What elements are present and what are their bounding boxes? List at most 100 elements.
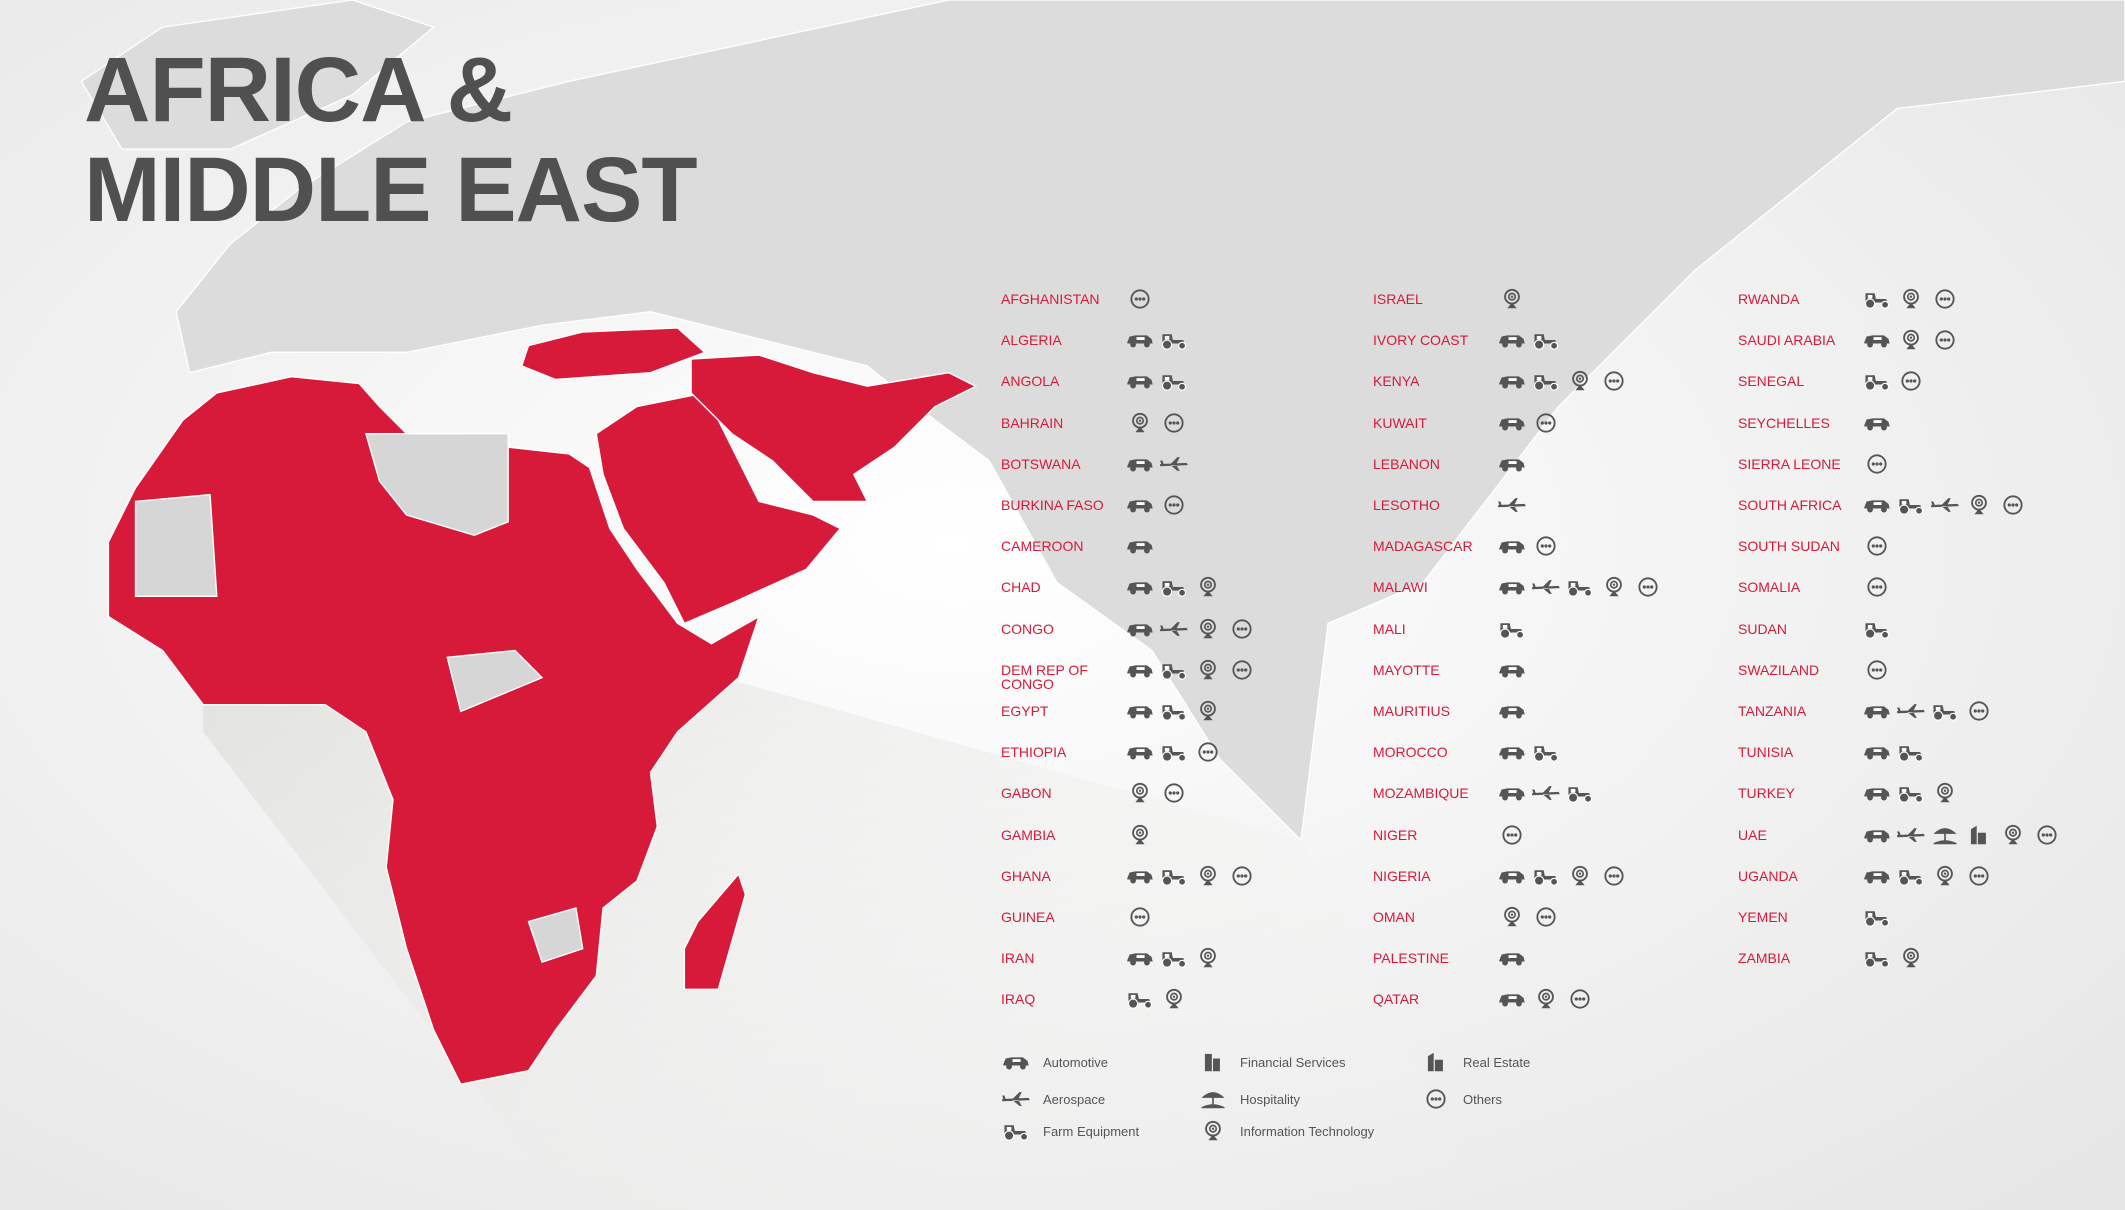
icon-shape xyxy=(1205,1120,1221,1142)
icon-shape xyxy=(2005,824,2021,845)
icon-shape xyxy=(1604,866,1624,886)
icon-shape xyxy=(1161,869,1187,886)
sector-icon: Information Technology xyxy=(1200,577,1216,598)
sector-icons: Automotive xyxy=(1499,706,1525,719)
sector-icons: Automotive Farm Equipment Information Tech… xyxy=(1127,947,1216,969)
legend-icon xyxy=(1427,1052,1443,1072)
icon-shape xyxy=(1935,289,1955,309)
country-name: RWANDA xyxy=(1738,291,1800,307)
sector-icon: Aerospace xyxy=(1532,786,1560,801)
icon-shape xyxy=(1604,371,1624,392)
sector-icons: Automotive Aerospace Farm Equipment Informa… xyxy=(1499,577,1658,598)
icon-shape xyxy=(1867,454,1887,474)
icon-shape xyxy=(1132,783,1148,804)
sector-icon: Others xyxy=(1935,330,1955,350)
sector-icons: Automotive Farm Equipment Aerospace Informa… xyxy=(1864,494,2023,516)
sector-icons: Farm Equipment xyxy=(1864,622,1890,639)
sector-icon: Others xyxy=(1232,866,1252,886)
icon-shape xyxy=(1499,417,1525,431)
country-name: QATAR xyxy=(1373,991,1420,1008)
country-name: GUINEA xyxy=(1001,909,1055,925)
icon-shape xyxy=(1499,747,1525,760)
country-name: TUNISIA xyxy=(1738,744,1794,761)
sector-icon: Farm Equipment xyxy=(1161,745,1187,763)
icon-shape xyxy=(1427,1052,1443,1072)
sector-icon: Farm Equipment xyxy=(1898,498,1924,515)
icon-shape xyxy=(1127,541,1153,554)
icon-shape xyxy=(1864,951,1890,969)
country-name: MALAWI xyxy=(1373,579,1428,596)
icon-shape xyxy=(1567,787,1593,804)
sector-icon: Others xyxy=(1130,289,1150,309)
icon-shape xyxy=(1606,577,1622,598)
icon-shape xyxy=(1127,953,1153,966)
sector-icons: Automotive Farm Equipment Information Tech… xyxy=(1499,865,1624,887)
legend-label: Hospitality xyxy=(1240,1092,1300,1107)
sector-icon: Automotive xyxy=(1864,335,1890,348)
legend-label: Information Technology xyxy=(1240,1124,1375,1139)
country-name: NIGER xyxy=(1373,826,1418,843)
sector-icons: Automotive Farm Equipment Information Tech… xyxy=(1127,865,1252,887)
legend-icon xyxy=(1205,1120,1221,1142)
sector-icon: Others xyxy=(1232,618,1252,639)
sector-icon: Information Technology xyxy=(1572,371,1588,392)
icon-shape xyxy=(1499,335,1525,348)
country-name: SEYCHELLES xyxy=(1738,414,1830,431)
title: AFRICA & MIDDLE EAST xyxy=(84,40,698,240)
country-name: SOUTH SUDAN xyxy=(1738,538,1840,555)
country-name: MOZAMBIQUE xyxy=(1373,785,1469,802)
country-name: KENYA xyxy=(1373,373,1420,390)
sector-icons: Automotive xyxy=(1499,953,1525,966)
country-name: SUDAN xyxy=(1738,620,1788,637)
sector-icon: Others xyxy=(1867,660,1887,680)
country-name: CONGO xyxy=(1001,620,1054,637)
icon-shape xyxy=(1499,994,1525,1007)
icon-shape xyxy=(1499,376,1525,389)
sector-icon: Farm Equipment xyxy=(1864,375,1890,392)
sector-icon: Automotive xyxy=(1499,417,1525,431)
icon-shape xyxy=(1127,747,1153,760)
icon-shape xyxy=(1127,459,1153,472)
icon-shape xyxy=(1160,456,1188,471)
icon-shape xyxy=(1198,742,1218,762)
country-name: EGYPT xyxy=(1001,703,1049,719)
icon-shape xyxy=(1003,1057,1029,1070)
sector-icon: Information Technology xyxy=(1132,412,1148,433)
country-name: LESOTHO xyxy=(1373,497,1440,513)
country-name: SIERRA LEONE xyxy=(1738,455,1841,472)
country-name: GAMBIA xyxy=(1001,826,1056,843)
icon-shape xyxy=(1499,541,1525,554)
sector-icon: Automotive xyxy=(1127,747,1153,760)
icon-shape xyxy=(1932,704,1958,721)
sector-icon: Others xyxy=(2003,495,2023,515)
sector-icons: Information Technology Others xyxy=(1504,906,1556,928)
icon-shape xyxy=(1898,498,1924,515)
sector-icon: Others xyxy=(1536,536,1556,556)
icon-shape xyxy=(1533,869,1559,886)
sector-icon: Automotive xyxy=(1499,706,1525,719)
sector-icon: Information Technology xyxy=(1504,288,1520,310)
icon-shape xyxy=(1200,947,1216,969)
icon-shape xyxy=(1901,371,1921,392)
sector-icon: Information Technology xyxy=(1937,865,1953,887)
icon-shape xyxy=(1504,288,1520,310)
sector-icons: Automotive Aerospace xyxy=(1127,456,1188,472)
icon-shape xyxy=(1200,618,1216,639)
sector-icons: Automotive Farm Equipment Information Tech… xyxy=(1127,577,1216,598)
sector-icon: Automotive xyxy=(1127,871,1153,884)
sector-icon: Others xyxy=(1638,577,1658,598)
icon-shape xyxy=(1499,459,1525,472)
country-name: LEBANON xyxy=(1373,455,1440,472)
country-name: SAUDI ARABIA xyxy=(1738,332,1836,349)
sector-icon: Automotive xyxy=(1127,582,1153,595)
sector-icon: Automotive xyxy=(1127,500,1153,513)
icon-shape xyxy=(1204,1053,1220,1072)
country-name: TANZANIA xyxy=(1738,703,1807,719)
legend-label: Financial Services xyxy=(1240,1055,1346,1070)
sector-icon: Information Technology xyxy=(1200,700,1216,722)
country-name: SOMALIA xyxy=(1738,579,1801,596)
sector-icon: Farm Equipment xyxy=(1533,745,1559,763)
sector-icon: Information Technology xyxy=(1200,947,1216,969)
sector-icon: Farm Equipment xyxy=(1127,993,1153,1010)
